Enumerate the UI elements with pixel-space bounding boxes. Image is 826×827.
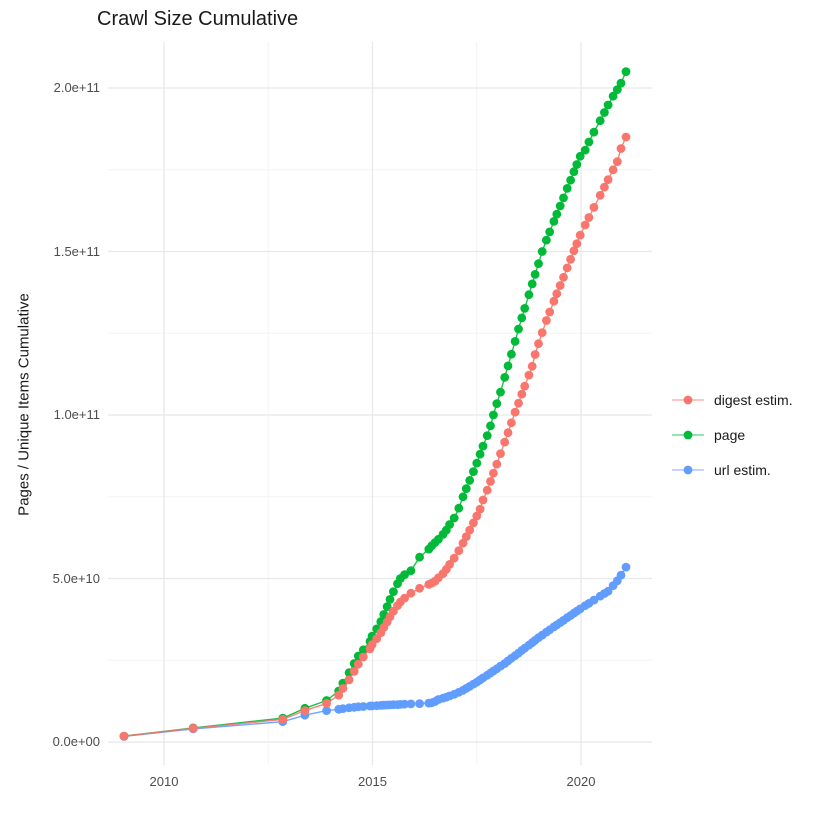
x-tick-label: 2020 <box>566 774 596 789</box>
legend-item-digest-estim: digest estim. <box>670 382 793 417</box>
legend-item-url-estim: url estim. <box>670 452 793 487</box>
y-tick-label: 1.0e+11 <box>53 407 100 422</box>
legend-key-icon <box>672 430 704 439</box>
legend-key-icon <box>672 465 704 474</box>
y-tick-label: 2.0e+11 <box>53 80 100 95</box>
x-tick-label: 2010 <box>149 774 179 789</box>
legend-item-page: page <box>670 417 793 452</box>
y-tick-label: 5.0e+10 <box>52 570 100 586</box>
y-axis-title: Pages / Unique Items Cumulative <box>15 293 33 516</box>
legend: digest estim. page url estim. <box>670 382 793 487</box>
y-tick-label: 0.0e+00 <box>52 734 100 749</box>
legend-key-icon <box>672 395 704 404</box>
legend-label: url estim. <box>714 461 771 478</box>
legend-label: digest estim. <box>714 391 793 408</box>
y-tick-label: 1.5e+11 <box>53 243 100 259</box>
legend-label: page <box>714 426 746 443</box>
chart-title: Crawl Size Cumulative <box>97 8 299 30</box>
x-tick-label: 2015 <box>358 774 387 789</box>
